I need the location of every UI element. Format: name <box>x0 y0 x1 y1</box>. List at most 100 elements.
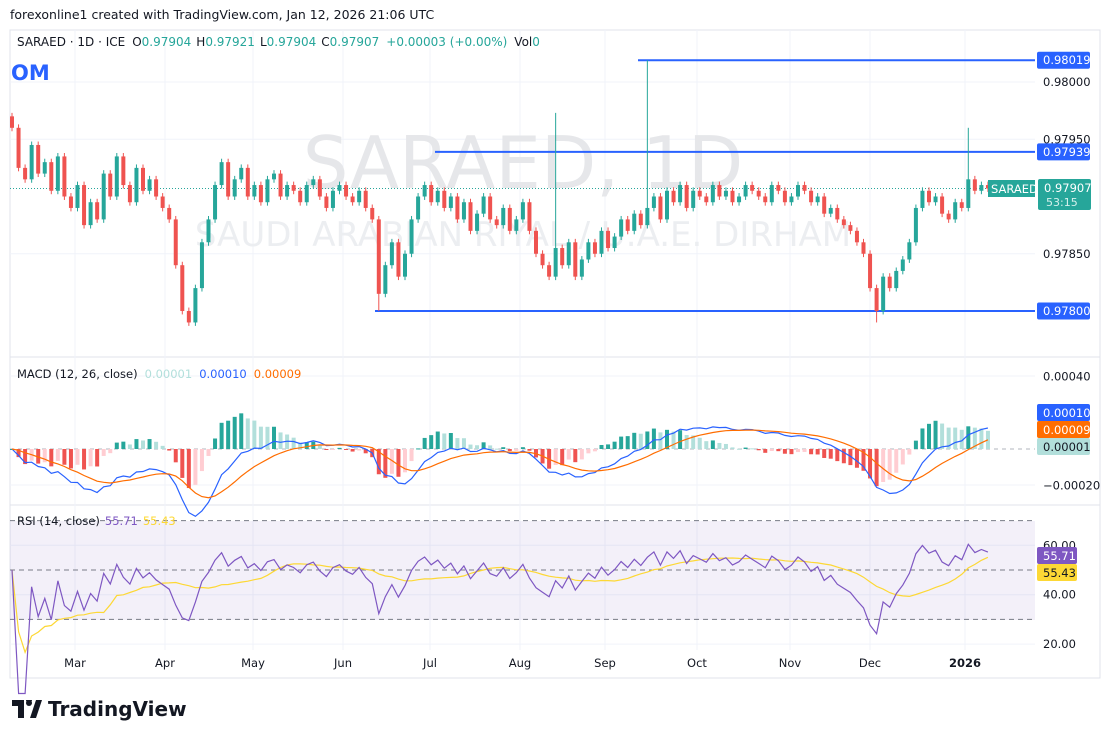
macd-histogram-bar <box>946 427 951 449</box>
candle-body <box>167 207 172 220</box>
horizontal-lines[interactable] <box>10 59 1035 312</box>
macd-histogram-bar <box>940 423 945 449</box>
macd-histogram-bar <box>291 437 296 449</box>
candle-body <box>337 185 342 191</box>
macd-histogram-bar <box>907 449 912 455</box>
macd-histogram-bar <box>422 437 427 449</box>
macd-histogram-bar <box>606 444 611 449</box>
macd-histogram-bar <box>723 443 728 449</box>
candle-body <box>376 219 381 294</box>
tradingview-logo[interactable]: TradingView <box>12 697 187 721</box>
candle-body <box>573 242 578 277</box>
macd-histogram-bar <box>665 429 669 449</box>
macd-histogram-bar <box>173 449 178 463</box>
x-tick-label: Dec <box>859 656 881 670</box>
candle-body <box>154 179 159 197</box>
candle-body <box>272 173 276 180</box>
x-tick-label: Jun <box>333 656 352 670</box>
candle-body <box>134 167 139 203</box>
macd-histogram-bar <box>737 448 742 450</box>
macd-histogram-bar <box>75 449 80 465</box>
candle-body <box>822 196 827 214</box>
candle-body <box>907 242 912 260</box>
candle-body <box>213 185 218 220</box>
macd-histogram-bar <box>226 420 231 449</box>
candle-body <box>704 196 709 203</box>
candle-body <box>10 116 14 128</box>
macd-histogram-bar <box>953 427 958 449</box>
candle-body <box>291 185 296 191</box>
candle-body <box>527 202 532 231</box>
candle-body <box>422 185 427 197</box>
macd-histogram-bar <box>841 449 846 464</box>
candle-body <box>324 196 329 208</box>
macd-histogram-bar <box>88 449 93 467</box>
x-tick-label: Oct <box>687 656 707 670</box>
candle-body <box>206 219 211 243</box>
candle-body <box>383 265 388 294</box>
macd-histogram-bar <box>95 449 100 467</box>
macd-histogram-bar <box>55 449 60 461</box>
macd-histogram-bar <box>429 435 434 449</box>
candle-body <box>468 202 473 231</box>
macd-histogram-bar <box>632 432 637 449</box>
macd-histogram-bar <box>822 449 827 458</box>
x-tick-label: Sep <box>594 656 616 670</box>
macd-histogram-bar <box>868 449 873 479</box>
macd-histogram-bar <box>154 441 159 449</box>
macd-histogram-bar <box>488 445 493 449</box>
candle-body <box>861 242 866 254</box>
symbol-legend: SARAED · 1D · ICE O0.97904 H0.97921 L0.9790… <box>17 35 540 49</box>
macd-histogram-bar <box>501 447 506 449</box>
candle-body <box>357 190 362 203</box>
candle-body <box>540 253 545 266</box>
candle-body <box>750 185 755 191</box>
signal-badge: 0.00009 <box>1037 421 1091 438</box>
watermark-title: SARAED, 1D <box>303 121 744 205</box>
rsi-ma-badge: 55.43 <box>1037 564 1077 581</box>
macd-histogram-bar <box>592 449 597 452</box>
candle-body <box>606 230 611 249</box>
macd-histogram-bar <box>101 449 106 456</box>
candle-body <box>940 196 945 214</box>
candle-body <box>553 248 558 277</box>
macd-histogram-bar <box>199 449 204 472</box>
macd-histogram-bar <box>802 449 807 452</box>
macd-histogram-bar <box>573 449 578 463</box>
macd-histogram-bar <box>252 420 257 449</box>
histogram-badge: 0.00001 <box>1037 438 1091 455</box>
candle-body <box>82 185 87 226</box>
last-price-badge: 0.97907 53:15 <box>1038 179 1092 210</box>
candle-body <box>409 219 414 254</box>
candle-body <box>599 230 604 254</box>
x-tick-label: Jul <box>422 656 437 670</box>
macd-histogram-bar <box>193 449 198 485</box>
candle-body <box>101 173 106 220</box>
candle-body <box>514 219 519 231</box>
macd-histogram-bar <box>553 449 558 466</box>
candle-body <box>717 185 722 197</box>
macd-line <box>11 426 989 518</box>
x-tick-label: Nov <box>779 656 802 670</box>
candle-body <box>507 207 512 231</box>
macd-histogram-bar <box>219 422 224 449</box>
candle-body <box>874 288 879 311</box>
macd-histogram-bar <box>769 449 774 452</box>
candle-body <box>49 162 54 191</box>
rsi-pane <box>11 543 989 695</box>
candle-body <box>534 230 538 254</box>
macd-histogram-bar <box>514 449 519 451</box>
macd-histogram-bar <box>645 431 650 449</box>
candle-body <box>481 196 486 214</box>
candle-body <box>710 185 715 203</box>
candle-body <box>285 185 290 197</box>
candle-body <box>782 190 787 203</box>
macd-histogram-bar <box>376 449 381 475</box>
candle-body <box>180 265 185 311</box>
tradingview-brand: TradingView <box>48 697 187 721</box>
candle-body <box>684 185 689 208</box>
macd-histogram-bar <box>566 449 571 460</box>
candle-body <box>494 219 499 226</box>
